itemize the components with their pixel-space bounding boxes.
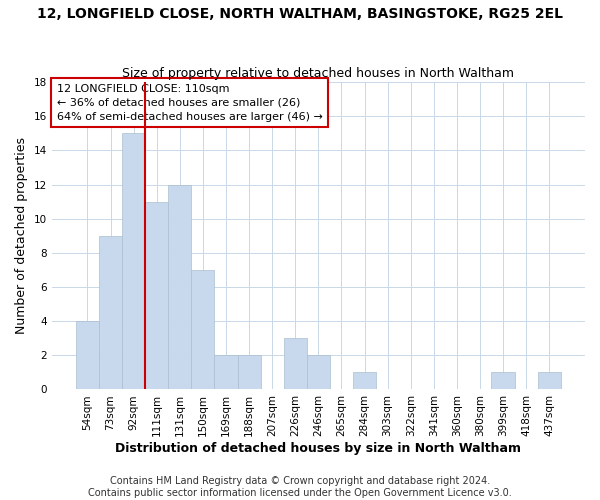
Bar [122,134,145,390]
Bar [76,321,99,390]
Text: Contains HM Land Registry data © Crown copyright and database right 2024.
Contai: Contains HM Land Registry data © Crown c… [88,476,512,498]
Bar [168,184,191,390]
Text: 12, LONGFIELD CLOSE, NORTH WALTHAM, BASINGSTOKE, RG25 2EL: 12, LONGFIELD CLOSE, NORTH WALTHAM, BASI… [37,8,563,22]
Bar [238,356,260,390]
X-axis label: Distribution of detached houses by size in North Waltham: Distribution of detached houses by size … [115,442,521,455]
Bar [353,372,376,390]
Title: Size of property relative to detached houses in North Waltham: Size of property relative to detached ho… [122,66,514,80]
Bar [145,202,168,390]
Bar [538,372,561,390]
Bar [491,372,515,390]
Bar [191,270,214,390]
Bar [214,356,238,390]
Text: 12 LONGFIELD CLOSE: 110sqm
← 36% of detached houses are smaller (26)
64% of semi: 12 LONGFIELD CLOSE: 110sqm ← 36% of deta… [57,84,323,122]
Bar [284,338,307,390]
Bar [99,236,122,390]
Y-axis label: Number of detached properties: Number of detached properties [15,138,28,334]
Bar [307,356,330,390]
